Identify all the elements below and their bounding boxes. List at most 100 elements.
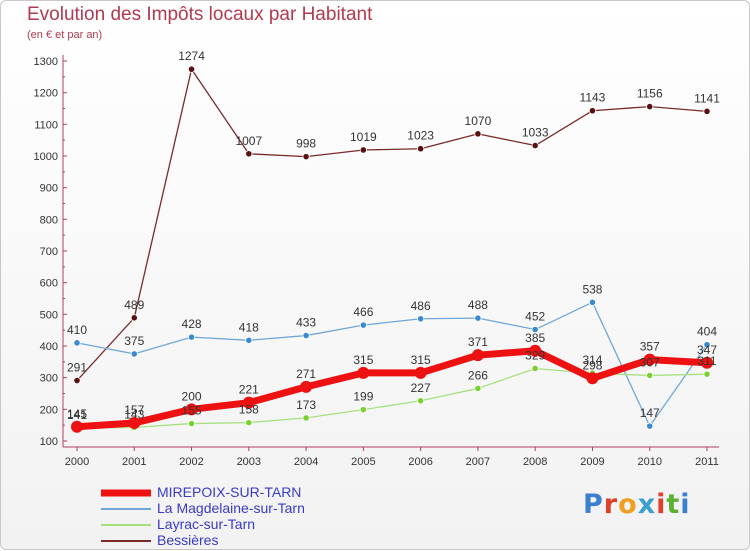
data-point-layrac-sur-tarn [417, 397, 425, 405]
data-point-mirepoix-sur-tarn [300, 380, 313, 393]
data-point-bessieres [417, 145, 425, 153]
data-label-la-magdelaine-sur-tarn: 404 [697, 325, 717, 339]
x-tick-label: 2007 [466, 456, 490, 468]
data-label-bessieres: 1023 [407, 129, 434, 143]
series-line-layrac-sur-tarn [76, 367, 708, 429]
axes: 100 200 300 400 500 600 700 800 900 1000 1100 1200 1… [34, 55, 719, 468]
data-label-mirepoix-sur-tarn: 271 [296, 367, 316, 381]
data-point-layrac-sur-tarn [359, 406, 367, 414]
data-point-mirepoix-sur-tarn [185, 403, 198, 416]
data-label-bessieres: 998 [296, 137, 316, 151]
data-label-layrac-sur-tarn: 141 [67, 408, 87, 422]
y-tick-label: 1300 [34, 56, 58, 68]
data-label-bessieres: 1274 [178, 49, 205, 63]
y-tick-label: 400 [40, 341, 58, 353]
x-tick-label: 2004 [294, 456, 318, 468]
data-label-la-magdelaine-sur-tarn: 433 [296, 316, 316, 330]
x-tick-label: 2005 [351, 456, 375, 468]
data-label-la-magdelaine-sur-tarn: 538 [582, 282, 602, 296]
x-tick-label: 2006 [408, 456, 432, 468]
x-tick-label: 2011 [695, 456, 719, 468]
legend-label-mirepoix: MIREPOIX-SUR-TARN [157, 484, 302, 500]
data-point-la-magdelaine-sur-tarn [703, 341, 711, 349]
data-label-layrac-sur-tarn: 227 [411, 381, 431, 395]
data-point-la-magdelaine-sur-tarn [130, 350, 138, 358]
data-label-bessieres: 1156 [637, 87, 663, 101]
data-label-la-magdelaine-sur-tarn: 147 [640, 406, 660, 420]
series-line-bessieres [76, 68, 708, 382]
data-point-mirepoix-sur-tarn [529, 344, 542, 357]
data-label-bessieres: 1143 [580, 91, 606, 105]
data-point-bessieres [130, 314, 138, 322]
data-point-mirepoix-sur-tarn [471, 349, 484, 362]
data-label-mirepoix-sur-tarn: 145 [67, 407, 87, 421]
data-point-bessieres [245, 150, 253, 158]
data-label-layrac-sur-tarn: 199 [353, 390, 373, 404]
data-point-mirepoix-sur-tarn [242, 396, 255, 409]
data-label-mirepoix-sur-tarn: 157 [124, 403, 144, 417]
legend-label-bessieres: Bessières [157, 532, 219, 548]
x-tick-label: 2002 [179, 456, 203, 468]
data-label-mirepoix-sur-tarn: 347 [697, 343, 717, 357]
data-label-bessieres: 1007 [235, 134, 262, 148]
data-label-layrac-sur-tarn: 314 [582, 353, 602, 367]
data-label-layrac-sur-tarn: 143 [124, 407, 144, 421]
data-label-layrac-sur-tarn: 307 [640, 355, 660, 369]
data-label-mirepoix-sur-tarn: 357 [640, 340, 660, 354]
y-tick-label: 600 [40, 278, 58, 290]
data-point-bessieres [302, 153, 310, 161]
data-labels: 291 489 1274 1007 998 1019 1023 1070 1033 1143 115… [67, 49, 720, 422]
data-label-layrac-sur-tarn: 266 [468, 368, 488, 382]
data-label-bessieres: 1141 [694, 91, 720, 105]
data-label-mirepoix-sur-tarn: 221 [239, 383, 259, 397]
data-point-la-magdelaine-sur-tarn [531, 325, 539, 334]
data-label-bessieres: 1019 [350, 130, 377, 144]
legend-swatch-layrac [101, 524, 151, 526]
data-point-layrac-sur-tarn [531, 364, 539, 373]
data-label-mirepoix-sur-tarn: 298 [582, 358, 602, 372]
proxiti-logo: Proxiti [583, 489, 691, 520]
data-point-layrac-sur-tarn [703, 370, 711, 378]
data-point-mirepoix-sur-tarn [586, 372, 599, 385]
data-point-layrac-sur-tarn [187, 419, 196, 428]
data-label-mirepoix-sur-tarn: 371 [468, 335, 488, 349]
data-point-la-magdelaine-sur-tarn [588, 298, 597, 306]
x-tick-label: 2001 [122, 456, 146, 468]
data-point-bessieres [73, 376, 81, 385]
data-label-la-magdelaine-sur-tarn: 452 [525, 310, 545, 324]
data-point-bessieres [359, 146, 367, 154]
data-point-layrac-sur-tarn [302, 414, 310, 422]
data-point-mirepoix-sur-tarn [357, 366, 370, 379]
data-point-mirepoix-sur-tarn [128, 416, 141, 429]
x-tick-label: 2009 [580, 456, 604, 468]
data-point-layrac-sur-tarn [245, 419, 253, 427]
legend-swatch-bessieres [101, 540, 151, 542]
legend-label-layrac: Layrac-sur-Tarn [157, 516, 256, 532]
x-tick-label: 2003 [237, 456, 261, 468]
y-tick-label: 1100 [34, 119, 58, 131]
data-label-layrac-sur-tarn: 173 [296, 398, 316, 412]
legend-swatch-mirepoix [101, 489, 151, 497]
data-label-la-magdelaine-sur-tarn: 428 [182, 317, 202, 331]
chart-title: Evolution des Impôts locaux par Habitant [27, 4, 373, 25]
data-point-bessieres [531, 141, 539, 150]
data-point-layrac-sur-tarn [474, 384, 482, 393]
data-point-la-magdelaine-sur-tarn [646, 422, 654, 430]
series-line-mirepoix-sur-tarn [73, 347, 711, 431]
x-tick-label: 2000 [65, 456, 89, 468]
data-label-layrac-sur-tarn: 158 [239, 403, 259, 417]
legend-swatch-la-magdelaine [101, 508, 151, 510]
data-point-mirepoix-sur-tarn [643, 353, 656, 366]
y-tick-label: 200 [40, 404, 58, 416]
data-point-la-magdelaine-sur-tarn [302, 331, 310, 340]
data-point-la-magdelaine-sur-tarn [73, 339, 81, 347]
data-label-la-magdelaine-sur-tarn: 466 [353, 305, 373, 319]
data-label-bessieres: 1070 [465, 114, 492, 128]
y-tick-label: 800 [40, 214, 58, 226]
data-point-la-magdelaine-sur-tarn [187, 333, 196, 341]
data-label-bessieres: 291 [67, 361, 87, 375]
data-label-mirepoix-sur-tarn: 315 [411, 353, 431, 367]
x-tick-label: 2010 [637, 456, 661, 468]
data-label-la-magdelaine-sur-tarn: 418 [239, 320, 259, 334]
